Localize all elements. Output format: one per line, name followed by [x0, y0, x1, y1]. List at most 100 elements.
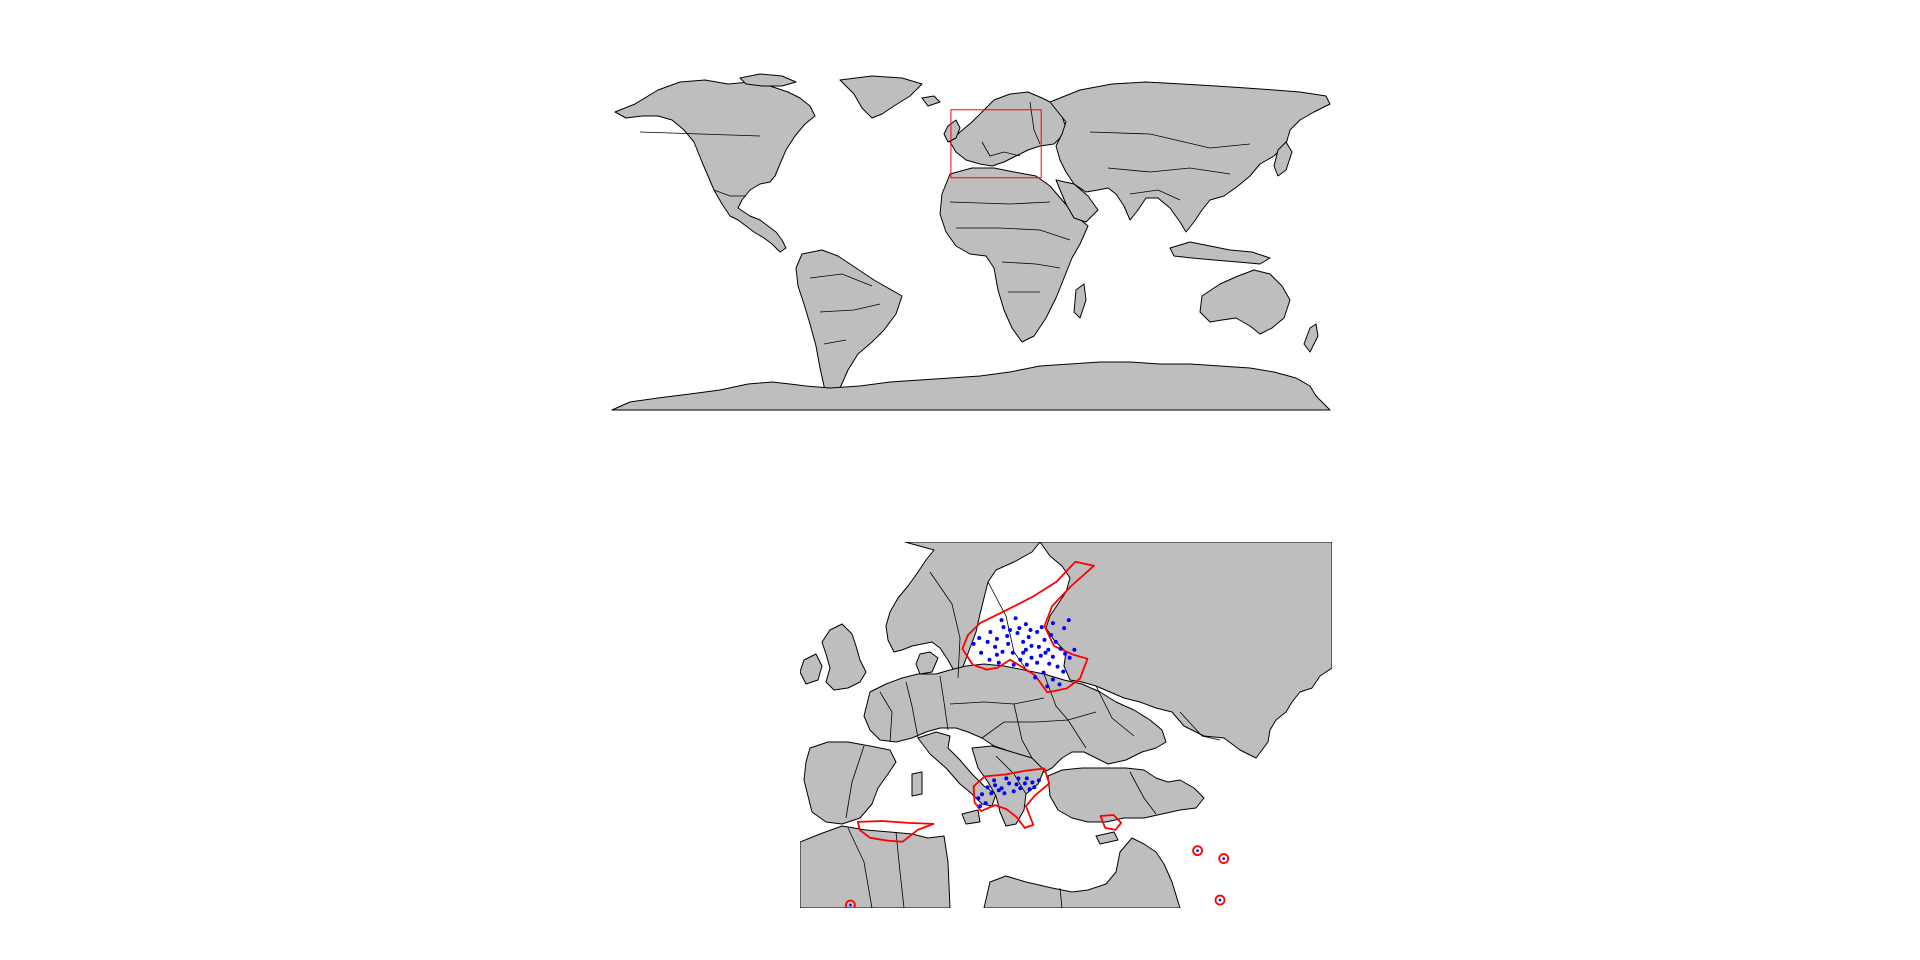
australia [1199, 269, 1291, 335]
occurrence-point [996, 788, 1001, 793]
occurrence-point [1043, 650, 1048, 655]
range-polygon-balkans [1099, 814, 1123, 831]
occurrence-point [1035, 630, 1040, 634]
occurrence-point [1067, 655, 1072, 660]
occurrence-point [1072, 647, 1077, 652]
occurrence-point [993, 644, 998, 649]
occurrence-point [1045, 684, 1050, 689]
occurrence-point [988, 630, 993, 634]
occurrence-point [1013, 616, 1018, 621]
occurrence-point [1055, 664, 1060, 669]
occurrence-point [979, 650, 984, 655]
occurrence-point [1015, 631, 1020, 635]
sicily [961, 809, 981, 825]
occurrence-point [1004, 776, 1009, 781]
occurrence-point [1049, 633, 1054, 637]
japan [1273, 141, 1293, 177]
range-polygon-iberia [857, 820, 935, 843]
occurrence-point-cyprus [1218, 898, 1222, 902]
occurrence-point [996, 660, 1001, 665]
range-polygon-cyprus [1214, 894, 1226, 906]
occurrence-point [1008, 628, 1012, 632]
occurrence-point [1050, 654, 1055, 659]
occurrence-point [1018, 657, 1023, 662]
occurrence-point [992, 778, 997, 783]
british-isles [943, 119, 961, 143]
occurrence-point [1030, 780, 1035, 785]
cyprus [1095, 831, 1119, 845]
occurrence-point [1058, 646, 1063, 651]
scandinavia [885, 542, 1041, 679]
world-borders [639, 101, 1251, 345]
greenland [839, 75, 923, 119]
occurrence-point [1017, 626, 1022, 631]
occurrence-point [980, 792, 984, 797]
occurrence-point [1033, 675, 1038, 680]
balkans [971, 745, 1045, 827]
occurrence-point [1024, 776, 1029, 781]
occurrence-point [1029, 655, 1034, 660]
range-polygon-alps [972, 767, 1051, 829]
occurrence-point [1014, 782, 1019, 787]
indonesia [1169, 241, 1271, 265]
occurrence-point [1006, 641, 1011, 646]
occurrence-point [1035, 660, 1040, 665]
occurrence-point [1057, 682, 1062, 687]
occurrence-point [971, 641, 976, 646]
range-polygon-scandinavia [961, 560, 1095, 694]
occurrence-point [978, 804, 983, 809]
occurrence-point [1024, 662, 1029, 667]
occurrence-point [1002, 791, 1007, 796]
range-polygon-morocco [845, 899, 856, 908]
ireland [800, 653, 823, 685]
occurrence-point [1036, 778, 1041, 783]
occurrence-point [1036, 644, 1041, 649]
occurrence-point-morocco [849, 903, 852, 907]
finland-russia [1039, 542, 1332, 759]
occurrence-point [1023, 647, 1028, 652]
arabia [1055, 179, 1099, 223]
sardinia [911, 771, 923, 797]
madagascar [1073, 283, 1087, 319]
europe-borders [845, 571, 1221, 908]
denmark [915, 651, 939, 675]
occurrence-point [1001, 625, 1006, 630]
occurrence-point [1027, 787, 1032, 792]
occurrence-point [1028, 628, 1033, 632]
occurrence-point [1063, 651, 1068, 656]
world-land [611, 73, 1331, 411]
occurrence-point [1061, 669, 1066, 674]
occurrence-point [1062, 626, 1067, 631]
north-america [614, 79, 816, 253]
south-america [795, 249, 903, 407]
world-map [611, 73, 1331, 411]
occurrence-point [999, 618, 1004, 623]
occurrence-point [1022, 781, 1027, 786]
occurrence-point [977, 636, 982, 640]
occurrence-point [1016, 776, 1021, 781]
north-africa [800, 825, 951, 908]
occurrence-point [1011, 789, 1016, 794]
occurrence-points [971, 616, 1077, 809]
turkey [1047, 767, 1205, 823]
occurrence-point-turkey-west [1196, 849, 1199, 852]
occurrence-point [1023, 622, 1028, 627]
occurrence-point [1026, 635, 1031, 639]
occurrence-point [1038, 653, 1043, 658]
occurrence-point [976, 796, 981, 801]
occurrence-point [1041, 670, 1046, 675]
iceland [921, 95, 941, 107]
occurrence-point-turkey-east [1222, 857, 1226, 860]
libya-egypt [983, 837, 1181, 908]
species-range-polygons [845, 560, 1230, 908]
occurrence-point [1021, 650, 1026, 655]
occurrence-point [985, 639, 990, 644]
asia [1049, 81, 1331, 233]
arctic-islands [739, 73, 797, 87]
occurrence-point [1050, 621, 1055, 626]
iberia [803, 741, 897, 825]
occurrence-point [1005, 634, 1010, 638]
new-zealand [1303, 323, 1319, 353]
occurrence-point [1046, 647, 1051, 652]
